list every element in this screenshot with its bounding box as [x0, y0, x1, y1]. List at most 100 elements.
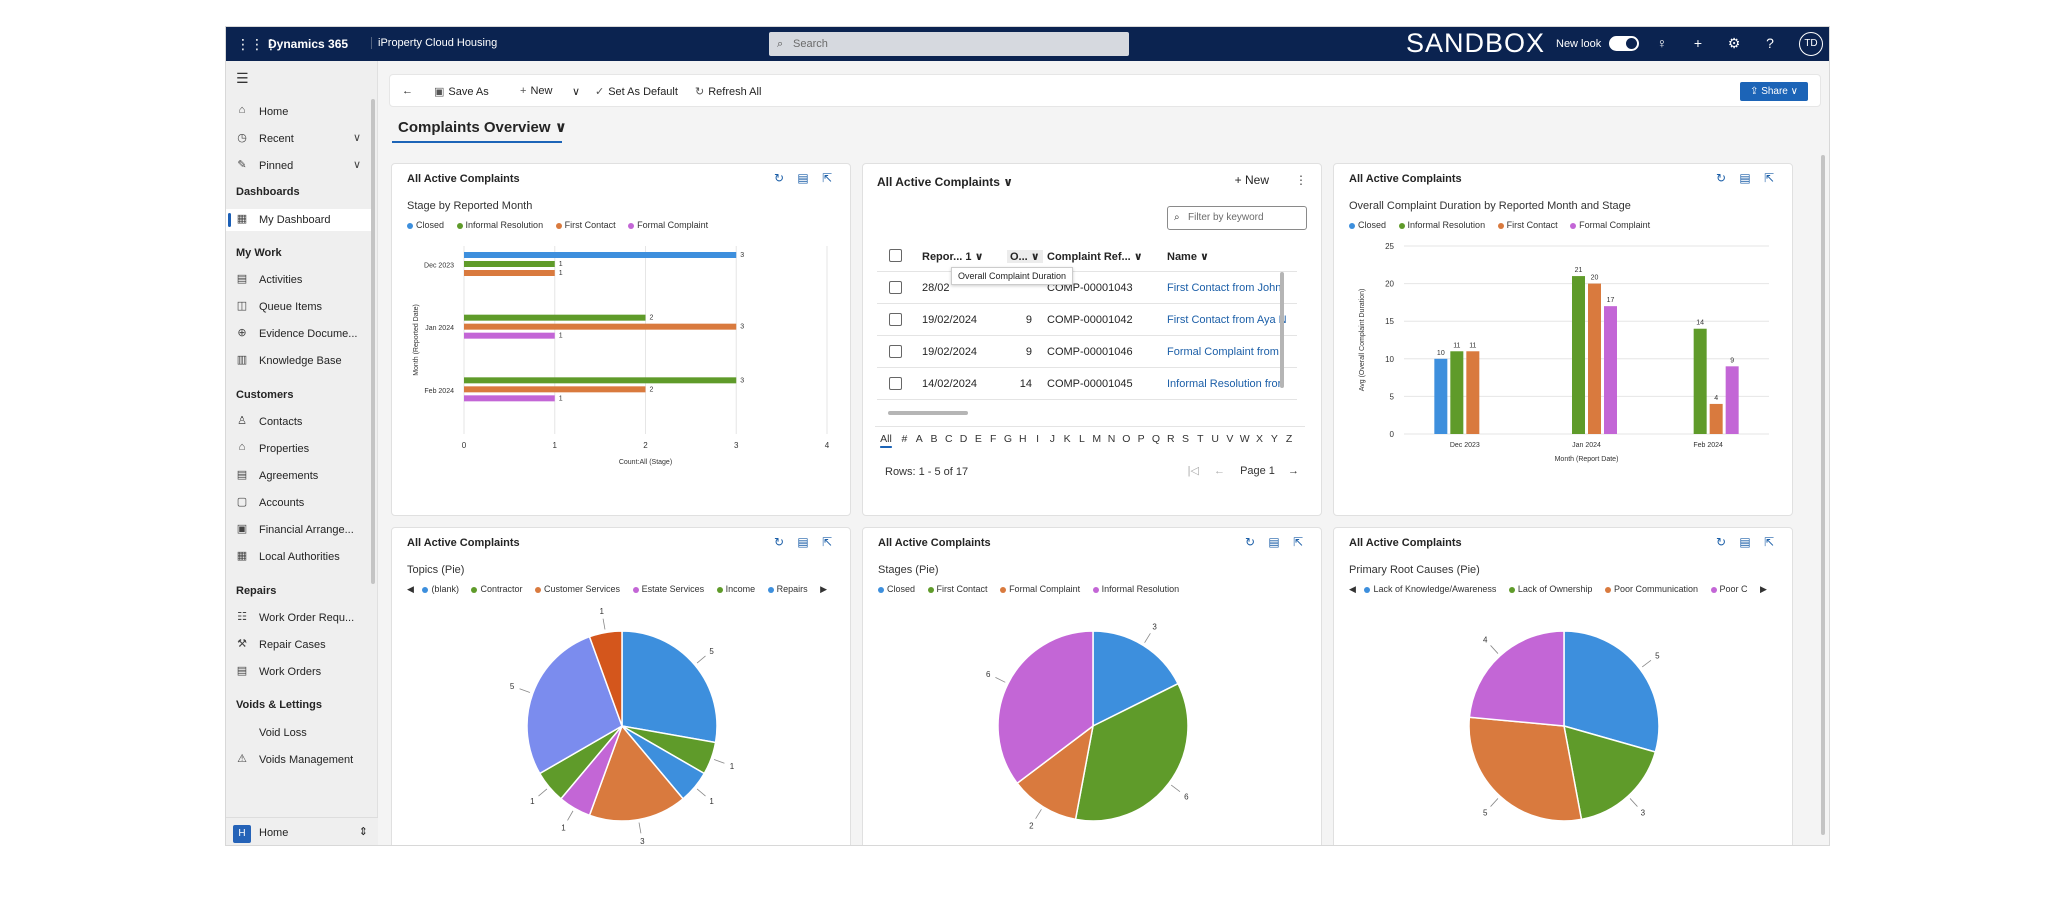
alphabet-filter-z[interactable]: Z [1285, 433, 1293, 445]
stages-pie-chart[interactable]: 3 6 2 6 [873, 608, 1313, 846]
expand-icon[interactable]: ⇱ [821, 171, 833, 185]
app-name[interactable]: iProperty Cloud Housing [371, 37, 497, 49]
sidebar-item-queue-items[interactable]: ◫ Queue Items [226, 296, 371, 318]
alphabet-filter-a[interactable]: A [915, 433, 923, 445]
legend-item[interactable]: (blank) [422, 584, 459, 594]
table-row[interactable]: 19/02/2024 9 COMP-00001046 Formal Compla… [877, 336, 1297, 368]
alphabet-filter-l[interactable]: L [1079, 433, 1085, 445]
legend-item[interactable]: Informal Resolution [1398, 220, 1485, 230]
refresh-icon[interactable]: ↻ [1244, 535, 1256, 549]
row-checkbox[interactable] [889, 345, 902, 358]
sidebar-item-properties[interactable]: ⌂ Properties [226, 438, 371, 460]
sidebar-item-local-authorities[interactable]: ▦ Local Authorities [226, 546, 371, 568]
records-icon[interactable]: ▤ [1739, 171, 1751, 185]
alphabet-filter-f[interactable]: F [989, 433, 997, 445]
alphabet-filter-b[interactable]: B [930, 433, 938, 445]
sidebar-item-repair-cases[interactable]: ⚒ Repair Cases [226, 634, 371, 656]
legend-item[interactable]: First Contact [555, 220, 616, 230]
alphabet-filter-d[interactable]: D [959, 433, 968, 445]
app-launcher-icon[interactable]: ⋮⋮⋮ [236, 36, 278, 52]
refresh-icon[interactable]: ↻ [773, 535, 785, 549]
legend-item[interactable]: Poor C [1710, 584, 1748, 594]
alphabet-filter-c[interactable]: C [944, 433, 953, 445]
alphabet-filter-n[interactable]: N [1107, 433, 1116, 445]
row-checkbox[interactable] [889, 377, 902, 390]
sidebar-item-voids-management[interactable]: ⚠ Voids Management [226, 749, 371, 771]
row-checkbox[interactable] [889, 313, 902, 326]
sidebar-item-contacts[interactable]: ♙ Contacts [226, 411, 371, 433]
alphabet-filter-j[interactable]: J [1049, 433, 1055, 445]
cell-name-link[interactable]: First Contact from Aya N [1167, 314, 1287, 326]
help-icon[interactable]: ? [1766, 35, 1774, 51]
table-row[interactable]: 14/02/2024 14 COMP-00001045 Informal Res… [877, 368, 1297, 400]
previous-page-icon[interactable]: ← [1214, 465, 1225, 477]
alphabet-filter-q[interactable]: Q [1151, 433, 1161, 445]
legend-prev-icon[interactable]: ◀ [1349, 584, 1356, 594]
alphabet-filter-h[interactable]: H [1018, 433, 1027, 445]
dashboard-selector[interactable]: Complaints Overview ∨ [398, 118, 567, 136]
alphabet-filter-o[interactable]: O [1122, 433, 1131, 445]
expand-icon[interactable]: ⇱ [1292, 535, 1304, 549]
avatar[interactable]: TD [1799, 32, 1823, 56]
new-button[interactable]: + New [520, 85, 552, 97]
alphabet-filter-e[interactable]: E [974, 433, 982, 445]
legend-item[interactable]: Estate Services [632, 584, 704, 594]
view-selector[interactable]: All Active Complaints ∨ [877, 175, 1013, 189]
sidebar-item-work-orders[interactable]: ▤ Work Orders [226, 661, 371, 683]
legend-item[interactable]: Contractor [471, 584, 523, 594]
column-header-complaint-ref[interactable]: Complaint Ref... ∨ [1047, 251, 1143, 263]
cell-name-link[interactable]: Informal Resolution fror [1167, 378, 1282, 390]
new-dropdown-button[interactable]: ∨ [572, 86, 581, 98]
alphabet-filter-p[interactable]: P [1137, 433, 1145, 445]
sidebar-item-void-loss[interactable]: Void Loss [226, 722, 371, 744]
sidebar-item-evidence-documents[interactable]: ⊕ Evidence Docume... [226, 323, 371, 345]
legend-item[interactable]: Informal Resolution [456, 220, 543, 230]
plus-icon[interactable]: + [1693, 35, 1703, 51]
records-icon[interactable]: ▤ [797, 535, 809, 549]
alphabet-filter-x[interactable]: X [1256, 433, 1264, 445]
set-default-button[interactable]: ✓ Set As Default [595, 85, 678, 98]
sidebar-item-knowledge-base[interactable]: ▥ Knowledge Base [226, 350, 371, 372]
sidebar-item-recent[interactable]: ◷ Recent ∨ [226, 128, 371, 150]
column-header-duration[interactable]: O... ∨ [1007, 250, 1043, 263]
next-page-icon[interactable]: → [1288, 465, 1299, 477]
legend-item[interactable]: Customer Services [535, 584, 620, 594]
records-icon[interactable]: ▤ [797, 171, 809, 185]
main-scrollbar[interactable] [1821, 155, 1825, 835]
stage-bar-chart[interactable]: 0 1 2 3 4 Count:All (Stage) Month (Reported Da… [402, 234, 842, 504]
sidebar-scrollbar[interactable] [371, 99, 375, 584]
alphabet-filter-v[interactable]: V [1226, 433, 1234, 445]
expand-icon[interactable]: ⇱ [1763, 535, 1775, 549]
legend-item[interactable]: Closed [1349, 220, 1386, 230]
legend-item[interactable]: Lack of Ownership [1508, 584, 1592, 594]
table-row[interactable]: 19/02/2024 9 COMP-00001042 First Contact… [877, 304, 1297, 336]
legend-item[interactable]: Closed [878, 584, 915, 594]
search-input[interactable]: ⌕ Search [769, 32, 1129, 56]
topics-pie-chart[interactable]: 5 1 1 3 1 1 5 1 [402, 608, 842, 846]
cell-name-link[interactable]: Formal Complaint from [1167, 346, 1279, 358]
sidebar-item-financial-arrangements[interactable]: ▣ Financial Arrange... [226, 519, 371, 541]
legend-item[interactable]: Income [716, 584, 755, 594]
lightbulb-icon[interactable]: ♀ [1656, 35, 1668, 51]
row-checkbox[interactable] [889, 281, 902, 294]
sidebar-item-work-order-requests[interactable]: ☷ Work Order Requ... [226, 607, 371, 629]
brand-name[interactable]: Dynamics 365 [268, 37, 349, 51]
grid-new-button[interactable]: + New [1235, 173, 1269, 187]
legend-item[interactable]: First Contact [927, 584, 988, 594]
new-look-toggle[interactable] [1609, 36, 1639, 51]
table-row[interactable]: 28/02 COMP-00001043 First Contact from J… [877, 272, 1297, 304]
root-causes-pie-chart[interactable]: 5 3 5 4 [1344, 608, 1784, 846]
sidebar-item-agreements[interactable]: ▤ Agreements [226, 465, 371, 487]
legend-item[interactable]: Poor Communication [1604, 584, 1698, 594]
sidebar-item-activities[interactable]: ▤ Activities [226, 269, 371, 291]
alphabet-filter-u[interactable]: U [1211, 433, 1219, 445]
records-icon[interactable]: ▤ [1739, 535, 1751, 549]
refresh-all-button[interactable]: ↻ Refresh All [695, 85, 761, 98]
records-icon[interactable]: ▤ [1268, 535, 1280, 549]
alphabet-filter-w[interactable]: W [1239, 433, 1250, 445]
alphabet-filter-m[interactable]: M [1092, 433, 1102, 445]
legend-item[interactable]: Repairs [767, 584, 808, 594]
alphabet-filter-r[interactable]: R [1166, 433, 1175, 445]
chevron-down-icon[interactable]: ∨ [352, 159, 361, 171]
grid-horizontal-scrollbar[interactable] [888, 411, 968, 415]
